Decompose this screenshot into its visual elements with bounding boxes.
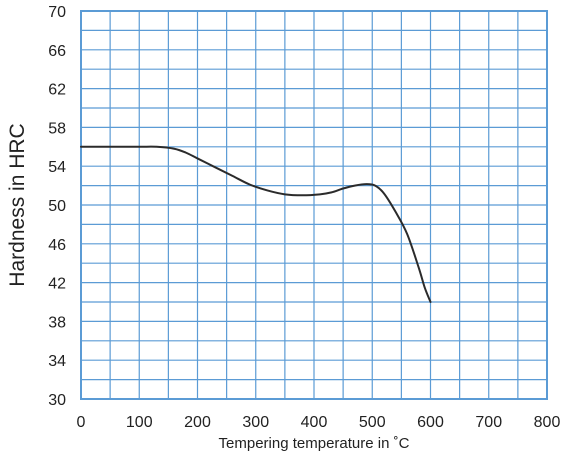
y-tick-label: 50 [48,198,66,215]
x-tick-label: 200 [184,414,211,431]
x-tick-label: 100 [126,414,153,431]
y-tick-label: 42 [48,276,66,293]
x-tick-label: 300 [242,414,269,431]
x-tick-label: 800 [534,414,561,431]
y-tick-label: 66 [48,43,66,60]
x-tick-label: 600 [417,414,444,431]
y-tick-label: 54 [48,159,66,176]
x-axis-label: Tempering temperature in ˚C [219,435,410,452]
y-axis-label: Hardness in HRC [6,123,29,286]
x-tick-labels: 0 100 200 300 400 500 600 700 800 [77,414,561,431]
y-tick-label: 38 [48,314,66,331]
grid [80,10,548,400]
y-tick-label: 70 [48,4,66,21]
y-tick-label: 62 [48,82,66,99]
y-tick-label: 30 [48,392,66,409]
y-tick-labels: 30 34 38 42 46 50 54 58 62 66 70 [48,4,66,409]
x-tick-label: 700 [475,414,502,431]
x-tick-label: 400 [301,414,328,431]
plot-frame-layer [80,10,548,400]
y-tick-label: 34 [48,353,66,370]
y-tick-label: 46 [48,237,66,254]
x-tick-label: 0 [77,414,86,431]
x-tick-label: 500 [359,414,386,431]
plot-frame [80,10,548,400]
series-layer [80,145,432,303]
y-tick-label: 58 [48,120,66,137]
series-line-0 [80,145,432,303]
